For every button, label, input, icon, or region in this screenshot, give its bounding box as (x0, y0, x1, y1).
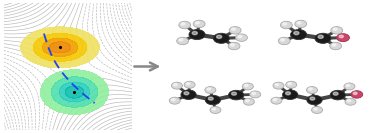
Circle shape (210, 107, 221, 113)
Circle shape (246, 100, 249, 102)
Circle shape (229, 90, 244, 100)
Circle shape (228, 42, 240, 50)
Circle shape (212, 108, 216, 110)
Circle shape (288, 83, 291, 85)
Circle shape (243, 98, 254, 105)
Circle shape (281, 39, 285, 41)
Circle shape (331, 27, 342, 34)
Circle shape (297, 22, 301, 24)
Circle shape (181, 90, 196, 99)
Circle shape (332, 44, 336, 46)
Circle shape (195, 22, 199, 24)
Circle shape (314, 108, 317, 110)
Circle shape (252, 92, 256, 95)
Circle shape (347, 100, 351, 102)
Circle shape (207, 88, 211, 90)
Circle shape (193, 20, 205, 28)
Circle shape (205, 87, 216, 93)
Circle shape (172, 99, 175, 101)
Circle shape (273, 99, 277, 101)
Circle shape (273, 82, 284, 89)
Circle shape (229, 27, 241, 34)
Circle shape (315, 33, 331, 43)
Circle shape (307, 87, 318, 93)
Circle shape (192, 31, 197, 35)
Circle shape (232, 28, 235, 30)
Circle shape (346, 84, 350, 87)
Circle shape (184, 92, 189, 95)
Circle shape (278, 37, 290, 45)
Circle shape (271, 97, 282, 104)
Circle shape (232, 92, 237, 95)
Circle shape (174, 84, 177, 86)
Circle shape (181, 23, 185, 25)
Circle shape (205, 95, 220, 105)
Circle shape (283, 23, 287, 25)
Circle shape (177, 37, 189, 45)
Circle shape (353, 92, 357, 95)
Circle shape (208, 97, 213, 100)
Circle shape (339, 35, 343, 38)
Circle shape (231, 44, 234, 46)
Circle shape (235, 34, 247, 41)
Circle shape (282, 90, 298, 99)
Circle shape (213, 33, 229, 43)
Circle shape (330, 42, 342, 50)
Circle shape (169, 97, 180, 104)
Circle shape (351, 91, 363, 98)
Circle shape (189, 30, 205, 40)
Circle shape (186, 83, 190, 85)
Circle shape (275, 84, 279, 86)
Circle shape (333, 28, 337, 30)
Circle shape (344, 83, 355, 90)
Circle shape (242, 83, 253, 90)
Circle shape (184, 81, 195, 88)
Circle shape (217, 35, 222, 38)
Circle shape (307, 95, 322, 105)
Circle shape (179, 39, 183, 41)
Circle shape (345, 98, 356, 105)
Circle shape (286, 81, 297, 88)
Circle shape (179, 21, 191, 29)
Circle shape (238, 35, 242, 38)
Circle shape (294, 31, 299, 35)
Circle shape (333, 92, 338, 95)
Circle shape (330, 90, 345, 100)
Circle shape (245, 84, 248, 87)
Circle shape (291, 30, 307, 40)
Circle shape (286, 92, 290, 95)
Circle shape (280, 21, 292, 29)
Circle shape (250, 91, 261, 98)
Circle shape (318, 35, 323, 38)
Circle shape (311, 107, 322, 113)
Circle shape (171, 82, 183, 89)
Circle shape (337, 34, 349, 42)
Circle shape (309, 88, 312, 90)
Circle shape (310, 97, 315, 100)
Circle shape (295, 20, 307, 28)
